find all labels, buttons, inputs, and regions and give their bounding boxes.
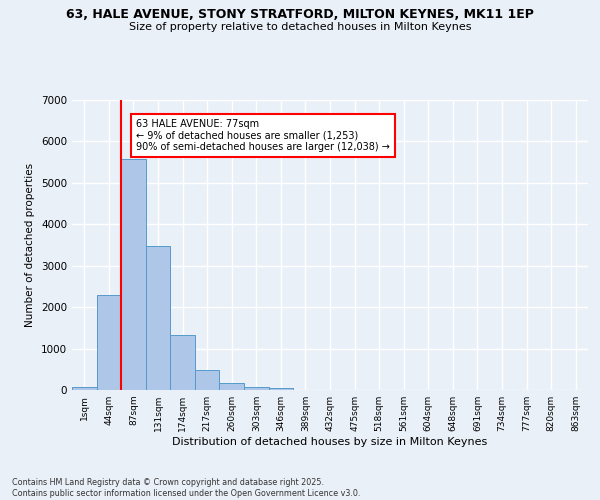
Bar [146,246,170,390]
X-axis label: Distribution of detached houses by size in Milton Keynes: Distribution of detached houses by size … [172,437,488,447]
Bar [121,159,146,390]
Bar [220,384,244,390]
Bar [97,295,121,390]
Bar [195,370,220,390]
Y-axis label: Number of detached properties: Number of detached properties [25,163,35,327]
Text: Size of property relative to detached houses in Milton Keynes: Size of property relative to detached ho… [129,22,471,32]
Bar [244,386,269,390]
Text: Contains HM Land Registry data © Crown copyright and database right 2025.
Contai: Contains HM Land Registry data © Crown c… [12,478,361,498]
Bar [72,386,97,390]
Bar [170,335,195,390]
Text: 63 HALE AVENUE: 77sqm
← 9% of detached houses are smaller (1,253)
90% of semi-de: 63 HALE AVENUE: 77sqm ← 9% of detached h… [136,118,390,152]
Bar [269,388,293,390]
Text: 63, HALE AVENUE, STONY STRATFORD, MILTON KEYNES, MK11 1EP: 63, HALE AVENUE, STONY STRATFORD, MILTON… [66,8,534,20]
